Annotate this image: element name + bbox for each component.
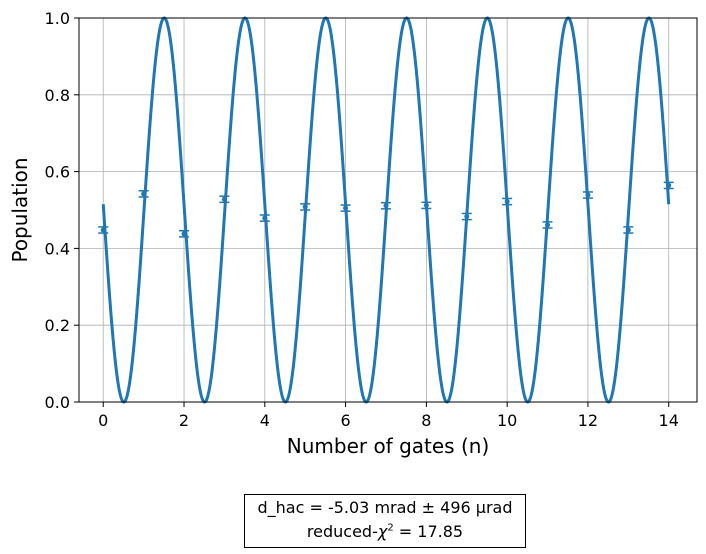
y-axis-label: Population — [8, 157, 32, 262]
data-marker — [262, 215, 268, 221]
y-tick-label: 0.6 — [45, 163, 70, 182]
y-tick-label: 0.0 — [45, 393, 70, 412]
x-tick-label: 14 — [659, 411, 679, 430]
chi-symbol: χ — [377, 522, 388, 541]
x-axis-label: Number of gates (n) — [287, 434, 490, 458]
x-tick-label: 0 — [98, 411, 108, 430]
data-marker — [464, 214, 470, 220]
y-tick-label: 0.2 — [45, 316, 70, 335]
data-point — [421, 201, 432, 210]
data-point — [300, 203, 311, 211]
y-tick-label: 0.4 — [45, 239, 70, 258]
y-tick-label: 0.8 — [45, 86, 70, 105]
data-point — [179, 229, 190, 238]
fit-curve-layer — [101, 16, 671, 404]
data-marker — [666, 182, 672, 188]
data-marker — [221, 196, 227, 202]
fit-result-line-1: d_hac = -5.03 mrad ± 496 μrad — [257, 498, 513, 517]
fit-result-box: d_hac = -5.03 mrad ± 496 μrad reduced-χ2… — [244, 494, 526, 548]
ticks-layer: 0 2 4 6 8 10 12 14 0.0 0.2 0.4 0.6 0.8 1.0 — [45, 9, 679, 430]
x-tick-label: 10 — [497, 411, 517, 430]
plot-frame — [78, 17, 698, 403]
x-tick-label: 6 — [340, 411, 350, 430]
data-marker — [100, 227, 106, 233]
data-marker — [141, 191, 147, 197]
data-point — [138, 190, 149, 198]
data-point — [502, 197, 513, 206]
x-tick-label: 4 — [260, 411, 270, 430]
data-point — [340, 204, 351, 212]
data-point — [380, 201, 391, 210]
data-marker — [383, 203, 389, 209]
chi-superscript: 2 — [387, 522, 394, 534]
data-marker — [302, 204, 308, 210]
data-point — [219, 195, 230, 204]
data-point — [542, 221, 553, 229]
data-marker — [504, 199, 510, 205]
data-point — [461, 212, 472, 221]
data-point — [623, 226, 634, 234]
x-tick-label: 8 — [421, 411, 431, 430]
data-point — [98, 226, 109, 234]
data-marker — [545, 222, 551, 228]
data-marker — [423, 202, 429, 208]
data-point — [259, 214, 270, 222]
y-tick-label: 1.0 — [45, 9, 70, 28]
grid — [79, 17, 697, 403]
data-marker — [585, 192, 591, 198]
x-tick-label: 12 — [578, 411, 598, 430]
x-tick-label: 2 — [179, 411, 189, 430]
data-point — [582, 191, 593, 199]
data-point — [663, 181, 674, 190]
data-marker — [181, 231, 187, 237]
chi-prefix: reduced- — [306, 522, 378, 541]
data-marker — [625, 227, 631, 233]
data-marker — [343, 205, 349, 211]
fit-curve — [101, 16, 671, 404]
chi-value: = 17.85 — [393, 522, 464, 541]
data-points-layer — [98, 181, 674, 238]
fit-result-line-2: reduced-χ2 = 17.85 — [245, 520, 525, 544]
